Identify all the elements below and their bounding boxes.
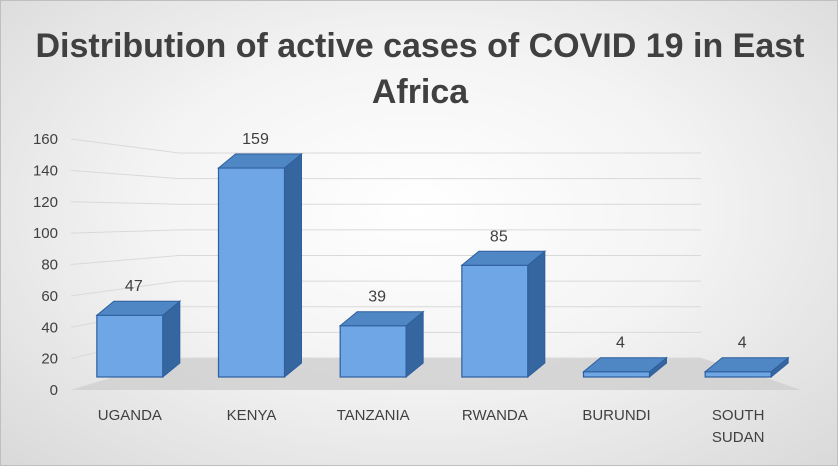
bar-front-5 [704,371,772,378]
bar-front-0 [96,314,164,378]
bar-front-1 [217,167,286,378]
bar-side-3 [527,250,546,379]
x-tick-label: TANZANIA [337,407,410,424]
bar-top-3 [460,250,547,266]
bar-top-2 [338,311,425,327]
x-tick-label: SUDAN [712,429,765,446]
bar-top-0 [95,300,182,316]
gridline-depth [70,255,180,265]
bar-front-3 [461,264,529,378]
y-tick-label: 0 [50,382,58,399]
bar-front-2 [339,325,407,378]
x-tick-label: KENYA [227,407,277,424]
data-label: 47 [125,278,143,295]
data-label: 85 [490,228,508,245]
y-tick-label: 20 [41,351,58,368]
y-tick-label: 160 [33,131,58,148]
data-label: 39 [368,289,386,306]
data-label: 4 [738,335,747,352]
gridline-depth [70,169,180,180]
gridline-depth [70,229,180,234]
bar-top-1 [217,153,303,169]
gridline-depth [70,138,180,154]
y-tick-label: 40 [41,319,58,336]
bar-top-5 [703,357,790,373]
data-label: 159 [242,131,269,148]
y-tick-label: 140 [33,162,58,179]
bar-top-4 [582,357,668,373]
x-tick-label: BURUNDI [582,407,650,424]
chart-title: Distribution of active cases of COVID 19… [35,27,805,111]
x-tick-label: UGANDA [98,407,162,424]
chart-floor [71,358,801,390]
data-label: 4 [616,335,625,352]
x-tick-label: RWANDA [462,407,528,424]
gridline-depth [70,280,180,297]
y-tick-label: 60 [41,288,58,305]
x-tick-label: SOUTH [712,407,765,424]
y-tick-label: 100 [33,225,58,242]
bar-side-1 [284,152,302,379]
y-tick-label: 80 [41,257,58,274]
y-tick-label: 120 [33,194,58,211]
bar-front-4 [582,371,651,378]
gridline-depth [70,201,180,205]
